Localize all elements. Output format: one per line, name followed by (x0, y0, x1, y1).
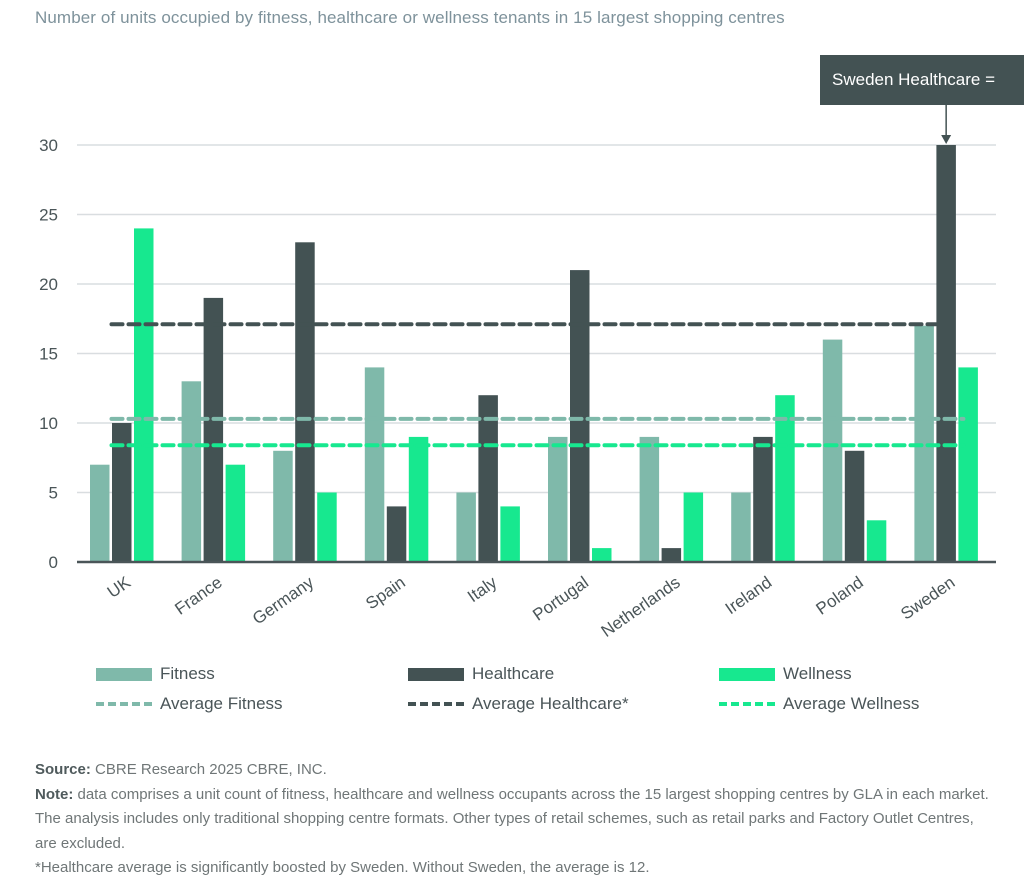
x-tick-label: Poland (813, 573, 867, 619)
bar-wellness-sweden (958, 367, 978, 562)
reference-lines-front (109, 322, 966, 448)
bar-fitness-sweden (914, 325, 934, 562)
x-tick-label: Italy (464, 572, 501, 606)
bar-wellness-spain (408, 436, 429, 562)
bar-healthcare-portugal (570, 270, 590, 562)
y-tick-label: 5 (49, 484, 58, 503)
legend-item-healthcare: Healthcare (408, 664, 554, 684)
legend-swatch-wellness (719, 667, 775, 681)
gridlines (77, 144, 996, 494)
bar-wellness-germany (317, 492, 337, 562)
source-line: Source: CBRE Research 2025 CBRE, INC. (35, 758, 995, 783)
source-label: Source: (35, 761, 91, 778)
bar-wellness-netherlands (683, 492, 704, 562)
bar-fitness-france (181, 381, 202, 562)
bar-healthcare-ireland (753, 436, 773, 562)
x-tick-label: Ireland (722, 573, 775, 618)
legend-label: Fitness (160, 664, 215, 683)
bar-wellness-ireland (775, 395, 795, 562)
legend-item-average-fitness: Average Fitness (96, 694, 283, 714)
bar-healthcare-sweden (936, 145, 956, 562)
bar-healthcare-italy (478, 395, 498, 562)
legend-dash-fitness (96, 702, 152, 706)
bar-fitness-uk (90, 464, 110, 562)
note-label: Note: (35, 785, 74, 803)
bar-wellness-france (225, 464, 246, 562)
legend-swatch-healthcare (408, 667, 464, 681)
legend: Fitness Healthcare Wellness Average Fitn… (96, 664, 996, 724)
legend-label: Average Healthcare* (472, 694, 629, 713)
legend-label: Healthcare (472, 664, 555, 683)
source-text: CBRE Research 2025 CBRE, INC. (90, 761, 327, 778)
legend-item-average-healthcare: Average Healthcare* (408, 694, 629, 714)
y-tick-label: 25 (39, 206, 58, 225)
y-tick-label: 0 (49, 553, 58, 572)
callout-arrow-head-icon (941, 135, 952, 144)
legend-swatch-fitness (96, 667, 152, 681)
note-text: data comprises a unit count of fitness, … (35, 785, 989, 852)
legend-label: Average Fitness (160, 694, 283, 713)
legend-label: Average Wellness (783, 694, 920, 713)
legend-dash-healthcare (408, 702, 464, 706)
bar-fitness-italy (456, 492, 476, 562)
y-axis-ticks: 0 5 10 15 20 25 30 (39, 136, 58, 572)
y-tick-label: 15 (39, 345, 58, 364)
x-tick-label: Netherlands (598, 573, 684, 641)
bar-healthcare-netherlands (661, 548, 682, 562)
bar-fitness-germany (273, 450, 293, 562)
bar-healthcare-poland (844, 450, 865, 562)
y-tick-label: 30 (39, 136, 58, 155)
legend-dash-wellness (719, 702, 775, 706)
bar-healthcare-spain (386, 506, 407, 562)
chart-notes: Source: CBRE Research 2025 CBRE, INC. No… (35, 758, 995, 881)
x-tick-label: Spain (362, 573, 409, 614)
callout-text: Sweden Healthcare = (832, 70, 996, 89)
x-tick-label: Germany (249, 572, 318, 628)
callout-arrow (941, 105, 952, 144)
callout-box: Sweden Healthcare = (820, 55, 1024, 105)
bar-healthcare-germany (295, 242, 315, 563)
legend-label: Wellness (783, 664, 852, 683)
legend-item-average-wellness: Average Wellness (719, 694, 919, 714)
x-tick-label: UK (104, 572, 135, 601)
chart-title: Number of units occupied by fitness, hea… (35, 8, 785, 27)
bar-fitness-netherlands (639, 436, 660, 562)
bar-healthcare-france (203, 297, 224, 562)
bar-fitness-ireland (731, 492, 751, 562)
footnote: *Healthcare average is significantly boo… (35, 859, 650, 876)
x-tick-label: France (171, 573, 225, 619)
x-tick-label: Sweden (897, 573, 958, 624)
x-axis-labels: UK France Germany Spain Italy Portugal Netherl… (104, 572, 959, 641)
bar-wellness-portugal (592, 548, 612, 562)
bar-fitness-portugal (548, 436, 568, 562)
bar-healthcare-uk (112, 423, 132, 562)
bar-wellness-italy (500, 506, 520, 562)
bar-wellness-poland (866, 520, 887, 562)
legend-item-fitness: Fitness (96, 664, 215, 684)
bars (90, 145, 978, 563)
y-tick-label: 20 (39, 275, 58, 294)
bar-wellness-uk (134, 228, 154, 562)
y-tick-label: 10 (39, 414, 58, 433)
bar-fitness-spain (364, 367, 385, 562)
bar-fitness-poland (822, 339, 843, 562)
legend-item-wellness: Wellness (719, 664, 852, 684)
note-paragraph: Note: data comprises a unit count of fit… (35, 783, 995, 857)
bar-chart: 0 5 10 15 20 25 30 UK France Germany Spain Italy Po… (39, 105, 996, 641)
x-tick-label: Portugal (529, 573, 592, 625)
